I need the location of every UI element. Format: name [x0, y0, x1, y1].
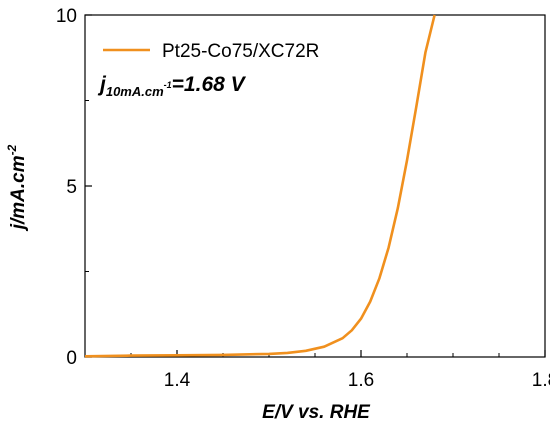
annotation-prefix: j — [97, 73, 107, 96]
series-layer — [84, 14, 436, 358]
y-axis-title-superscript: -2 — [5, 144, 19, 155]
series-line — [84, 14, 436, 358]
plot-frame — [84, 14, 546, 358]
legend: Pt25-Co75/XC72R — [103, 41, 319, 62]
plot-border — [84, 14, 546, 358]
annotation-subscript: 10mA.cm — [106, 84, 164, 99]
y-tick-label: 0 — [66, 348, 77, 369]
onset-annotation: j10mA.cm-1=1.68 V — [97, 73, 247, 99]
annotation-suffix: =1.68 V — [172, 73, 247, 96]
x-axis-ticks: 1.4 1.6 1.8 — [130, 350, 550, 391]
y-axis-title: j/mA.cm-2 — [5, 144, 29, 232]
x-tick-label: 1.4 — [164, 370, 191, 391]
y-axis-ticks: 0 5 10 — [56, 6, 92, 369]
annotation-sub-superscript: -1 — [164, 80, 172, 90]
x-axis-title: E/V vs. RHE — [262, 402, 371, 423]
x-tick-label: 1.6 — [348, 370, 374, 391]
y-axis-title-main: j/mA.cm — [8, 155, 29, 232]
legend-label: Pt25-Co75/XC72R — [162, 41, 319, 62]
y-tick-label: 10 — [56, 6, 77, 27]
y-tick-label: 5 — [66, 177, 77, 198]
x-tick-label: 1.8 — [532, 370, 550, 391]
